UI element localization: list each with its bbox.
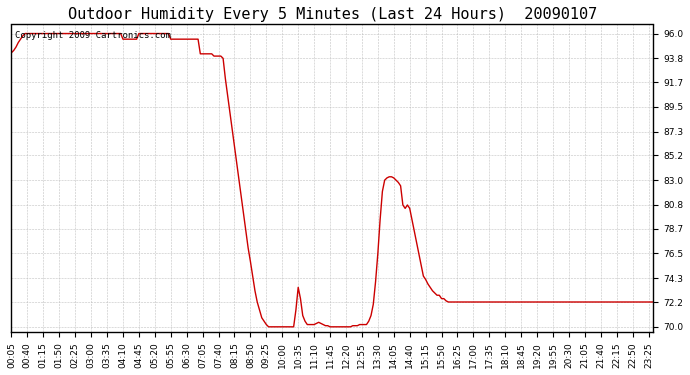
Title: Outdoor Humidity Every 5 Minutes (Last 24 Hours)  20090107: Outdoor Humidity Every 5 Minutes (Last 2… [68, 7, 597, 22]
Text: Copyright 2009 Cartronics.com: Copyright 2009 Cartronics.com [14, 31, 170, 40]
